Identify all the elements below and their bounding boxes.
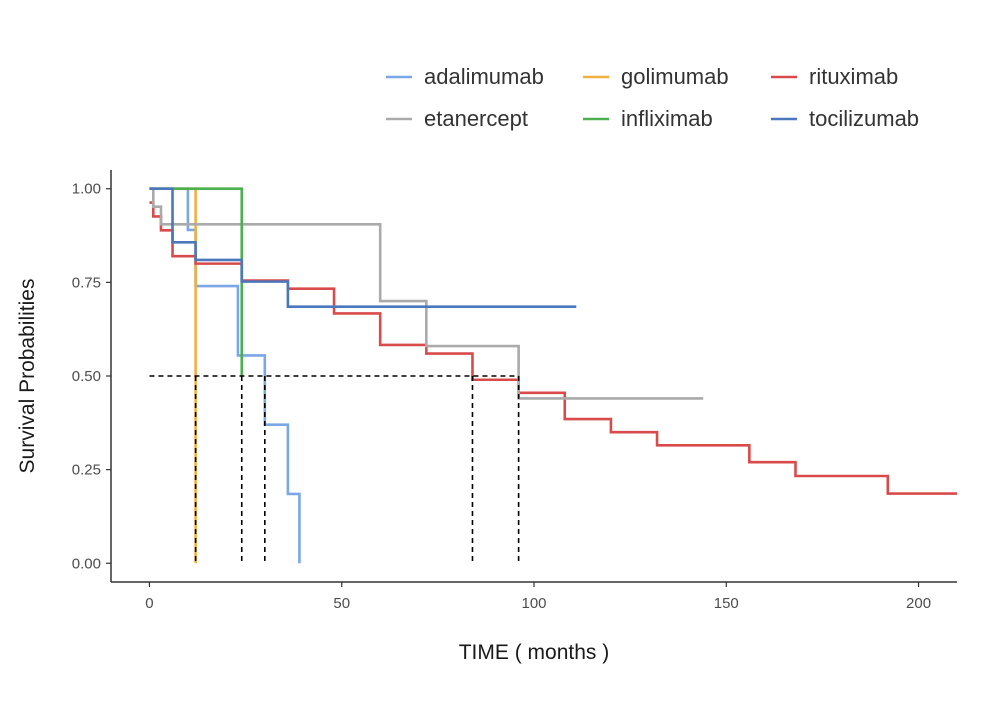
legend-label: golimumab	[621, 64, 729, 89]
survival-curves	[149, 187, 957, 564]
legend-item-rituximab: rituximab	[771, 64, 898, 89]
x-axis-title: TIME ( months )	[459, 641, 610, 664]
legend-label: infliximab	[621, 106, 713, 131]
legend-item-golimumab: golimumab	[583, 64, 729, 89]
curve-etanercept	[149, 187, 704, 400]
legend: adalimumab golimumab rituximab etanercept in…	[386, 64, 919, 131]
legend-item-adalimumab: adalimumab	[386, 64, 544, 89]
y-tick-label: 0.50	[72, 368, 101, 385]
y-axis-title: Survival Probabilities	[16, 279, 39, 474]
legend-label: etanercept	[424, 106, 528, 131]
x-tick-label: 0	[145, 595, 153, 612]
curve-infliximab	[149, 187, 244, 376]
legend-item-etanercept: etanercept	[386, 106, 528, 131]
y-tick-label: 0.75	[72, 274, 101, 291]
axes: 0 50 100 150 200 0.00 0.25 0.50 0.75 1.00	[72, 170, 957, 612]
y-tick-label: 0.25	[72, 462, 101, 479]
y-tick-label: 1.00	[72, 181, 101, 198]
x-tick-label: 200	[906, 595, 931, 612]
curve-tocilizumab	[149, 187, 577, 309]
legend-label: tocilizumab	[809, 106, 919, 131]
legend-item-tocilizumab: tocilizumab	[771, 106, 919, 131]
y-ticks: 0.00 0.25 0.50 0.75 1.00	[72, 181, 111, 572]
legend-item-infliximab: infliximab	[583, 106, 713, 131]
x-tick-label: 150	[714, 595, 739, 612]
y-tick-label: 0.00	[72, 555, 101, 572]
legend-label: rituximab	[809, 64, 898, 89]
x-tick-label: 50	[333, 595, 350, 612]
x-ticks: 0 50 100 150 200	[145, 582, 931, 612]
curve-adalimumab	[149, 187, 301, 564]
curve-rituximab	[149, 201, 957, 495]
x-tick-label: 100	[521, 595, 546, 612]
legend-label: adalimumab	[424, 64, 544, 89]
median-reference-lines	[149, 375, 520, 564]
